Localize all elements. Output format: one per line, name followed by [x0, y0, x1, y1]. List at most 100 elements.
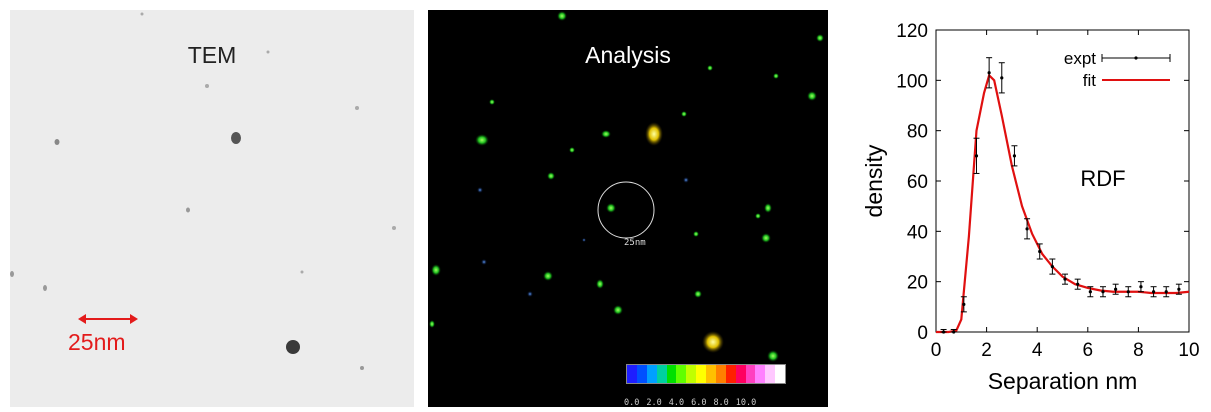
y-tick-label: 100 — [896, 71, 928, 92]
colorbar-tick-label: 0.0 — [624, 398, 640, 408]
analysis-particle — [707, 65, 713, 71]
colorbar-segment — [755, 365, 766, 383]
analysis-particle — [481, 259, 487, 265]
x-tick-label: 2 — [981, 340, 992, 361]
expt-point — [1000, 76, 1004, 80]
legend-label-fit: fit — [1083, 71, 1097, 90]
colorbar-segment — [656, 365, 667, 383]
analysis-particle — [527, 291, 533, 297]
tem-particle — [140, 12, 144, 16]
expt-point — [1177, 287, 1181, 291]
tem-particles — [10, 12, 396, 370]
tem-particle — [360, 366, 364, 370]
selection-circle — [597, 181, 655, 239]
x-tick-label: 8 — [1133, 340, 1144, 361]
tem-particle — [205, 84, 209, 88]
colorbar-segment — [696, 365, 706, 383]
analysis-particle — [606, 203, 616, 213]
colorbar-segment — [725, 365, 736, 383]
expt-point — [1151, 290, 1156, 294]
legend-label-expt: expt — [1064, 49, 1096, 68]
analysis-particle — [773, 73, 779, 79]
analysis-particle — [693, 231, 699, 237]
analysis-particle — [761, 233, 771, 243]
tem-particle — [54, 139, 60, 145]
colorbar-segment — [646, 365, 657, 383]
colorbar-tick-label: 8.0 — [713, 398, 729, 408]
analysis-particle — [582, 238, 586, 242]
analysis-particle — [429, 320, 435, 328]
analysis-particle — [767, 350, 779, 362]
expt-point — [962, 302, 966, 306]
colorbar-segment — [676, 365, 687, 383]
scale-bar-label: 25nm — [68, 329, 126, 355]
expt-point — [1101, 290, 1105, 294]
tem-particle — [300, 270, 304, 274]
expt-point — [952, 330, 956, 334]
y-tick-label: 20 — [907, 273, 928, 294]
tem-particle — [10, 271, 14, 277]
tem-particle — [266, 50, 270, 54]
fit-curve — [936, 73, 1190, 334]
analysis-particle — [694, 290, 702, 298]
analysis-particle — [807, 91, 817, 101]
colorbar-segment — [775, 365, 785, 383]
expt-point — [1088, 290, 1092, 294]
analysis-particle — [431, 264, 441, 276]
analysis-particle — [489, 99, 495, 105]
tem-title: TEM — [187, 42, 237, 68]
rdf-annotation: RDF — [1080, 166, 1125, 191]
colorbar-tick-label: 10.0 — [735, 398, 757, 408]
rdf-chart: 0 20 40 60 80 100 120 0 2 4 6 8 10 Separation nm densi… — [861, 21, 1200, 394]
expt-point — [941, 330, 946, 334]
colorbar-tick-label: 2.0 — [646, 398, 662, 408]
colorbar-segment — [627, 365, 637, 383]
analysis-particle — [596, 279, 604, 289]
x-tick-label: 6 — [1083, 340, 1094, 361]
analysis-particle — [645, 122, 663, 146]
tem-particle — [186, 207, 190, 213]
colorbar-segment — [666, 365, 677, 383]
expt-point — [1038, 249, 1042, 254]
rdf-chart-panel: 0 20 40 60 80 100 120 0 2 4 6 8 10 Separation nm densi… — [840, 0, 1211, 407]
y-axis-label: density — [861, 144, 887, 217]
analysis-particle — [755, 213, 761, 219]
analysis-particle — [547, 172, 555, 180]
tem-particle — [231, 132, 241, 144]
circle-scale-label: 25nm — [624, 238, 646, 248]
colorbar-tick-label: 4.0 — [668, 398, 685, 408]
colorbar-segment — [765, 365, 776, 383]
x-tick-label: 4 — [1032, 340, 1043, 361]
expt-point — [1114, 287, 1118, 291]
tem-particle — [355, 106, 359, 110]
y-tick-label: 60 — [907, 172, 928, 193]
colorbar-segment — [745, 365, 756, 383]
y-tick-label: 40 — [907, 222, 928, 243]
y-tick-label: 80 — [907, 122, 928, 143]
x-axis-label: Separation nm — [988, 368, 1138, 394]
analysis-particle — [681, 111, 687, 117]
analysis-particle — [475, 134, 489, 146]
analysis-particle — [543, 271, 553, 281]
colorbar — [626, 364, 786, 384]
expt-point — [1012, 154, 1017, 158]
expt-point — [1063, 277, 1067, 281]
analysis-particle — [477, 187, 483, 193]
expt-point — [1050, 264, 1054, 269]
scale-bar-arrow — [78, 314, 138, 324]
expt-point — [1126, 290, 1130, 294]
colorbar-segment — [706, 365, 716, 383]
expt-point — [987, 71, 991, 75]
analysis-particle — [557, 11, 567, 21]
analysis-image-panel: Analysis 25nm 0.0 2.0 4.0 6.0 8.0 10.0 — [428, 10, 828, 408]
tem-particle — [43, 285, 47, 291]
legend-swatch-point — [1134, 56, 1138, 60]
expt-point — [974, 154, 979, 158]
tem-particle — [286, 340, 300, 354]
colorbar-tick-label: 6.0 — [691, 398, 707, 408]
colorbar-segment — [735, 365, 746, 383]
colorbar-segment — [636, 365, 647, 383]
y-tick-label: 0 — [917, 323, 928, 344]
analysis-particles — [429, 11, 824, 362]
analysis-particle — [601, 130, 611, 138]
